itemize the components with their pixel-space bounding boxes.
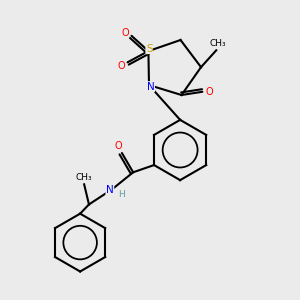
Text: CH₃: CH₃ xyxy=(210,39,226,48)
Text: H: H xyxy=(118,190,125,199)
Text: O: O xyxy=(115,141,122,151)
Text: O: O xyxy=(117,61,125,70)
Text: S: S xyxy=(146,44,152,54)
Text: N: N xyxy=(106,185,114,195)
Text: CH₃: CH₃ xyxy=(75,172,92,182)
Text: N: N xyxy=(147,82,154,92)
Text: O: O xyxy=(121,28,129,38)
Text: O: O xyxy=(205,87,213,97)
